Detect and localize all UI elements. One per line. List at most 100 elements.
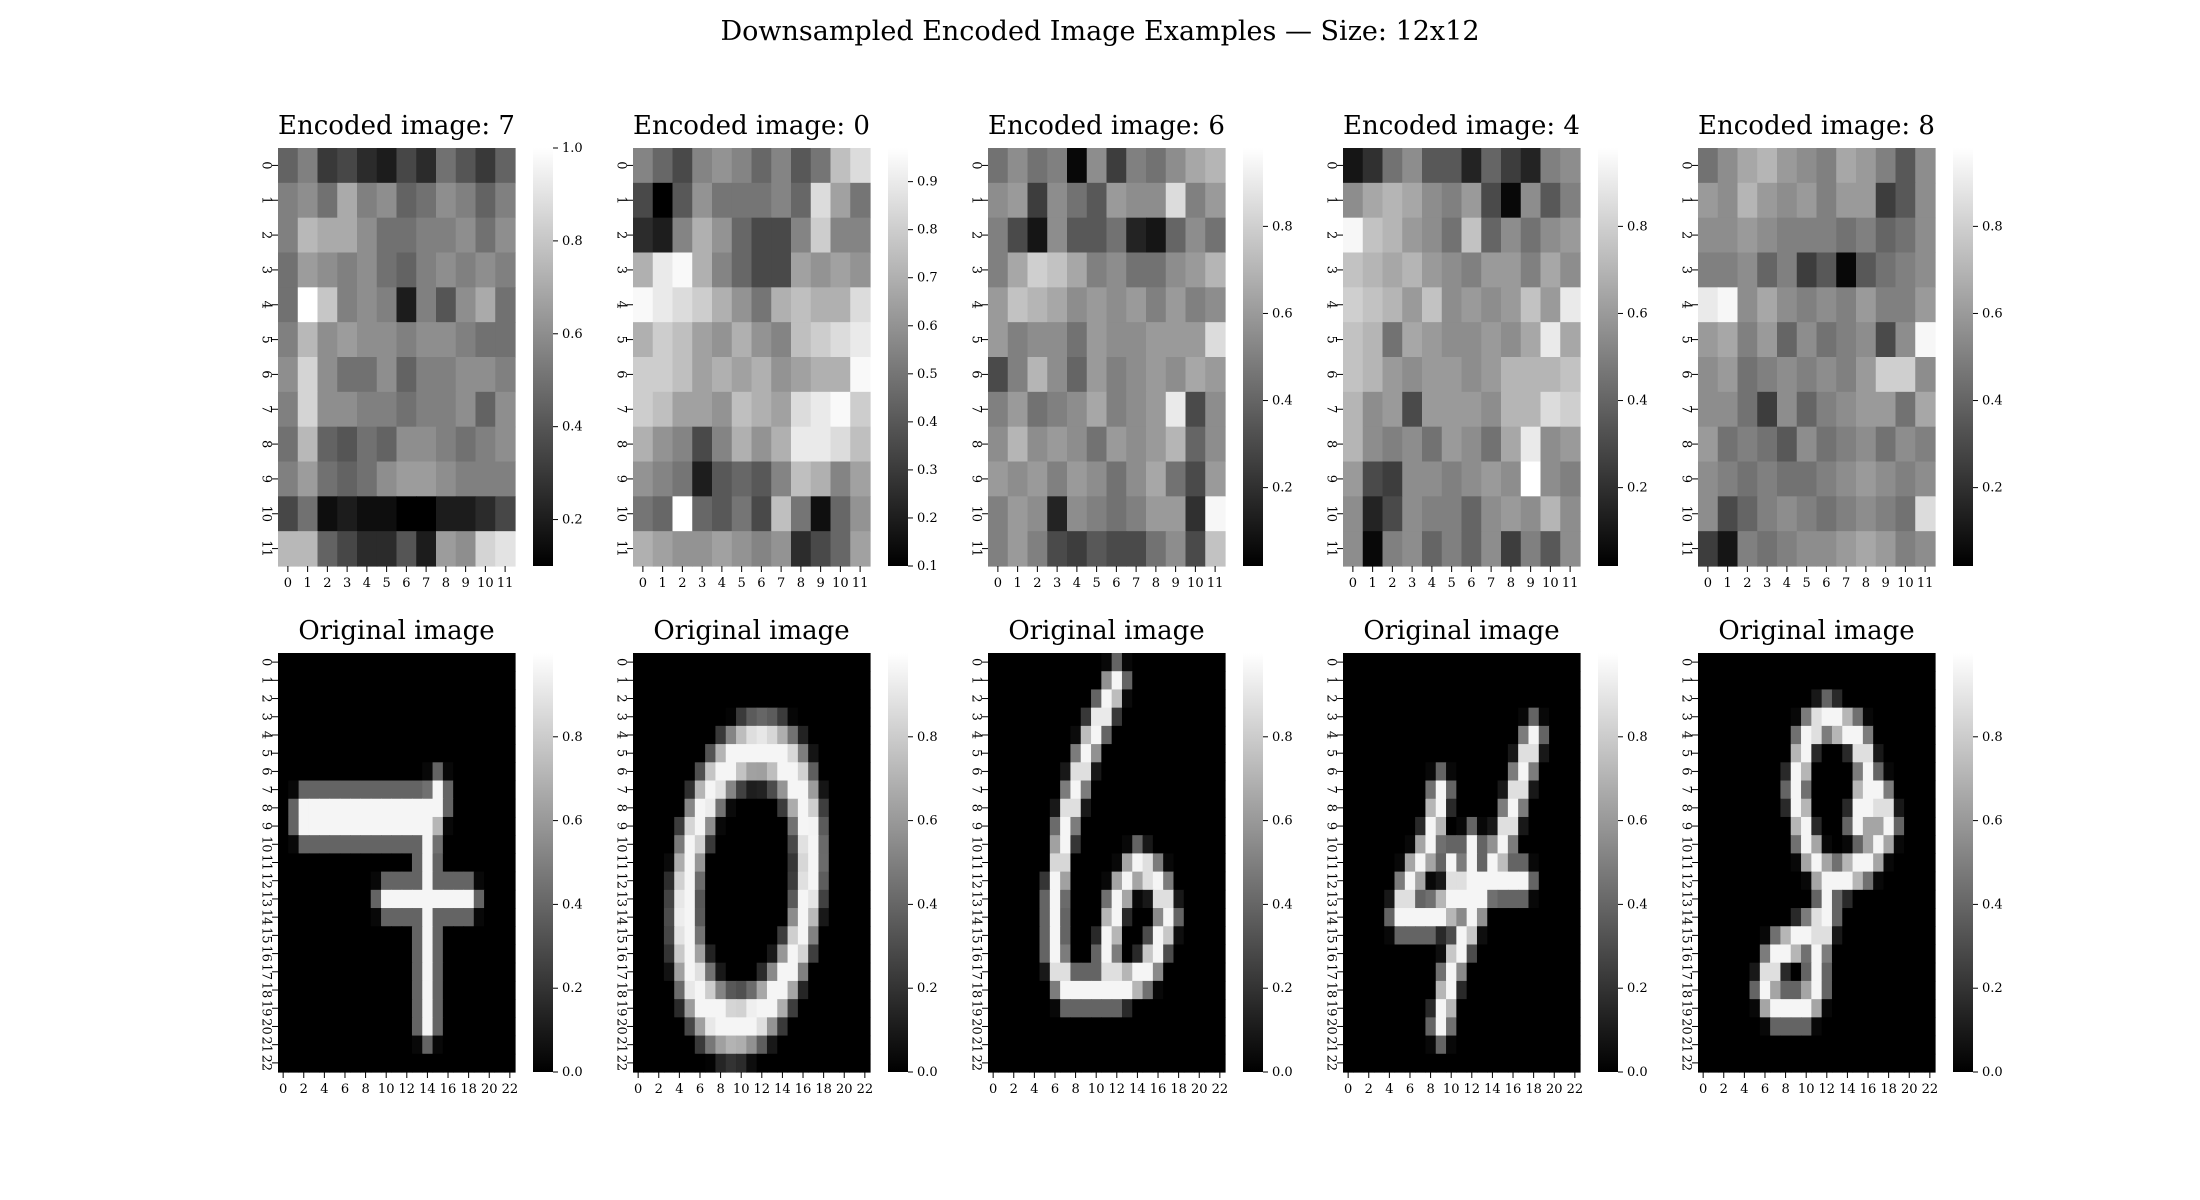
heatmap-cell — [1904, 980, 1915, 1000]
heatmap-cell — [436, 252, 457, 288]
heatmap-cell — [1549, 725, 1560, 745]
heatmap-cell — [1121, 725, 1133, 745]
heatmap-cell — [1875, 357, 1897, 393]
heatmap-cell — [1422, 287, 1443, 323]
heatmap-cell — [1080, 980, 1092, 1000]
heatmap-cell — [1811, 707, 1823, 727]
heatmap-cell — [1718, 671, 1730, 691]
heatmap-cell — [1914, 980, 1926, 1000]
heatmap-cell — [1780, 908, 1792, 927]
x-tick-label: 16 — [440, 1082, 457, 1097]
heatmap-cell — [1384, 744, 1396, 763]
heatmap-cell — [1008, 1053, 1020, 1073]
heatmap-cell — [1790, 707, 1802, 727]
heatmap-cell — [1456, 944, 1468, 964]
heatmap-cell — [1842, 980, 1854, 1000]
heatmap-cell — [1873, 707, 1885, 727]
heatmap-cell — [859, 999, 871, 1018]
heatmap-cell — [381, 689, 392, 709]
y-tick-label: 22 — [614, 1055, 629, 1072]
heatmap-cell — [633, 357, 654, 393]
heatmap-cell — [1067, 182, 1088, 219]
heatmap-cell — [1698, 835, 1709, 854]
heatmap-cell — [839, 1035, 850, 1055]
heatmap-cell — [1856, 252, 1877, 288]
heatmap-cell — [278, 908, 289, 927]
heatmap-cell — [1425, 980, 1437, 1000]
heatmap-cell — [1559, 816, 1571, 836]
heatmap-cell — [1435, 980, 1447, 1000]
heatmap-cell — [633, 853, 644, 873]
heatmap-cell — [463, 762, 475, 782]
heatmap-cell — [1101, 944, 1113, 964]
heatmap-cell — [1111, 780, 1123, 800]
heatmap-cell — [1070, 1053, 1082, 1073]
heatmap-cell — [1476, 816, 1488, 836]
heatmap-cell — [705, 962, 717, 982]
heatmap-cell — [350, 762, 362, 782]
heatmap-cell — [1821, 999, 1833, 1018]
heatmap-cell — [1856, 322, 1877, 358]
heatmap-cell — [1441, 426, 1463, 463]
heatmap-cell — [694, 835, 706, 854]
x-tick-label: 8 — [1426, 1082, 1434, 1097]
heatmap-cell — [633, 780, 644, 800]
heatmap-cell — [663, 653, 675, 672]
heatmap-cell — [1698, 853, 1709, 873]
heatmap-cell — [1404, 1053, 1416, 1073]
heatmap-cell — [1873, 1035, 1885, 1055]
heatmap-cell — [850, 426, 871, 463]
heatmap-cell — [1029, 1035, 1041, 1055]
heatmap-cell — [1194, 798, 1205, 818]
heatmap-cell — [1759, 1053, 1771, 1073]
heatmap-cell — [1924, 725, 1936, 745]
heatmap-cell — [1106, 461, 1127, 497]
heatmap-cell — [850, 322, 871, 358]
heatmap-cell — [329, 980, 341, 1000]
heatmap-cell — [1402, 182, 1423, 219]
heatmap-cell — [1382, 322, 1403, 358]
heatmap-cell — [1728, 707, 1740, 727]
heatmap-cell — [1831, 908, 1843, 927]
heatmap-cell — [1466, 744, 1478, 763]
heatmap-cell — [684, 853, 696, 873]
heatmap-cell — [1142, 999, 1154, 1018]
heatmap-cell — [396, 496, 417, 532]
heatmap-cell — [484, 908, 495, 927]
heatmap-cell — [828, 853, 840, 873]
colorbar — [533, 148, 553, 566]
heatmap-cell — [1101, 999, 1113, 1018]
heatmap-cell — [1914, 707, 1926, 727]
heatmap-cell — [1842, 962, 1854, 982]
heatmap-cell — [756, 908, 768, 927]
heatmap-cell — [1796, 531, 1818, 567]
heatmap-cell — [442, 871, 454, 891]
heatmap-cell — [1842, 853, 1854, 873]
heatmap-cell — [725, 762, 737, 782]
heatmap-cell — [298, 689, 310, 709]
heatmap-cell — [988, 835, 999, 854]
heatmap-cell — [1404, 944, 1416, 964]
heatmap-cell — [1862, 653, 1874, 672]
heatmap-cell — [1816, 148, 1837, 184]
heatmap-cell — [1518, 1053, 1530, 1073]
heatmap-cell — [1152, 999, 1164, 1018]
heatmap-cell — [663, 707, 675, 727]
heatmap-cell — [1101, 671, 1113, 691]
heatmap-cell — [401, 744, 413, 763]
heatmap-cell — [1728, 798, 1740, 818]
heatmap-cell — [1549, 835, 1560, 854]
heatmap-cell — [998, 908, 1010, 927]
heatmap-cell — [1873, 725, 1885, 745]
heatmap-cell — [731, 252, 753, 288]
heatmap-cell — [633, 707, 644, 727]
heatmap-cell — [319, 926, 331, 946]
heatmap-cell — [401, 1035, 413, 1055]
heatmap-cell — [308, 962, 320, 982]
heatmap-cell — [849, 962, 861, 982]
heatmap-cell — [1728, 780, 1740, 800]
x-tick-label: 7 — [1132, 576, 1140, 591]
heatmap-cell — [1353, 671, 1365, 691]
heatmap-cell — [360, 853, 372, 873]
heatmap-cell — [1842, 871, 1854, 891]
